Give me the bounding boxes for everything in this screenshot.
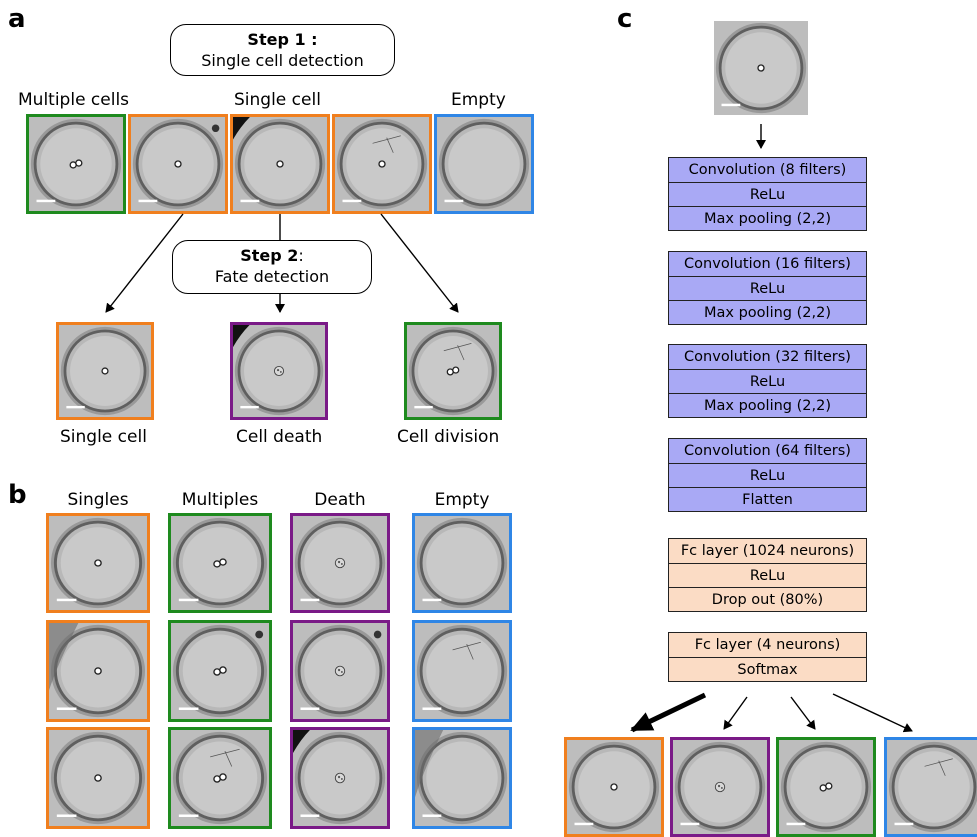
dropout-layer: Drop out (80%) xyxy=(669,587,866,611)
thumb-b-singles-1 xyxy=(46,513,150,613)
conv-block-4: Convolution (64 filters) ReLu Flatten xyxy=(668,438,867,512)
thumb-b-empty-2 xyxy=(412,620,512,722)
col-label-singles: Singles xyxy=(67,490,129,510)
conv-layer-3: Convolution (32 filters) xyxy=(684,349,851,365)
relu-layer-2: ReLu xyxy=(669,276,866,300)
col-label-empty: Empty xyxy=(434,490,490,510)
label-outcome-single: Single cell xyxy=(60,427,147,447)
fc-block-2: Fc layer (4 neurons) Softmax xyxy=(668,632,867,682)
fc-layer-1024: Fc layer (1024 neurons) xyxy=(680,543,855,559)
conv-layer-1: Convolution (8 filters) xyxy=(688,162,847,178)
arrow-output-death xyxy=(723,696,748,730)
thumb-b-death-1 xyxy=(290,513,390,613)
thumb-b-multiples-3 xyxy=(168,727,272,829)
step1-box: Step 1 : Single cell detection xyxy=(170,24,395,76)
label-outcome-division: Cell division xyxy=(397,427,500,447)
label-single-cell-group: Single cell xyxy=(234,90,321,110)
conv-block-2: Convolution (16 filters) ReLu Max poolin… xyxy=(668,251,867,325)
step2-title: Step 2 xyxy=(240,246,299,265)
pool-layer-3: Max pooling (2,2) xyxy=(669,393,866,417)
label-multiple-cells: Multiple cells xyxy=(18,90,130,110)
thumb-c-output-death xyxy=(670,737,770,837)
step1-title: Step 1 : xyxy=(247,30,318,49)
thumb-b-singles-2 xyxy=(46,620,150,722)
pool-layer-1: Max pooling (2,2) xyxy=(669,206,866,230)
conv-layer-4: Convolution (64 filters) xyxy=(684,443,851,459)
arrow-output-single xyxy=(630,692,707,733)
thumb-b-singles-3 xyxy=(46,727,150,829)
conv-block-1: Convolution (8 filters) ReLu Max pooling… xyxy=(668,157,867,231)
label-empty-group: Empty xyxy=(451,90,506,110)
panel-label-c: c xyxy=(617,4,633,34)
relu-layer-fc: ReLu xyxy=(669,563,866,587)
pool-layer-2: Max pooling (2,2) xyxy=(669,300,866,324)
relu-layer-3: ReLu xyxy=(669,369,866,393)
thumb-b-death-3 xyxy=(290,727,390,829)
panel-label-b: b xyxy=(8,480,27,510)
thumb-b-empty-3 xyxy=(412,727,512,829)
thumb-b-multiples-2 xyxy=(168,620,272,722)
col-label-multiples: Multiples xyxy=(181,490,259,510)
step1-text: Single cell detection xyxy=(201,51,364,70)
thumb-b-death-2 xyxy=(290,620,390,722)
thumb-b-multiples-1 xyxy=(168,513,272,613)
col-label-death: Death xyxy=(314,490,366,510)
thumb-a-outcome-death xyxy=(230,322,328,420)
thumb-a-single-3 xyxy=(332,114,432,214)
thumb-c-output-multiple xyxy=(776,737,876,837)
thumb-a-outcome-single xyxy=(56,322,154,420)
conv-layer-2: Convolution (16 filters) xyxy=(684,256,851,272)
thumb-c-output-empty xyxy=(884,737,977,837)
step2-text: Fate detection xyxy=(214,267,330,286)
panel-label-a: a xyxy=(8,4,26,34)
thumb-a-empty xyxy=(434,114,534,214)
relu-layer-1: ReLu xyxy=(669,182,866,206)
flatten-layer: Flatten xyxy=(669,487,866,511)
thumb-c-output-single xyxy=(564,737,664,837)
arrow-to-division-outcome xyxy=(380,213,459,313)
thumb-a-multiple xyxy=(26,114,126,214)
softmax-layer: Softmax xyxy=(669,657,866,681)
thumb-a-outcome-division xyxy=(404,322,502,420)
fc-layer-4: Fc layer (4 neurons) xyxy=(694,637,841,653)
step2-box: Step 2: Fate detection xyxy=(172,240,372,294)
thumb-c-input xyxy=(711,18,811,118)
label-outcome-death: Cell death xyxy=(236,427,323,447)
fc-block-1: Fc layer (1024 neurons) ReLu Drop out (8… xyxy=(668,538,867,612)
arrow-output-empty xyxy=(832,693,913,733)
thumb-a-single-1 xyxy=(128,114,228,214)
relu-layer-4: ReLu xyxy=(669,463,866,487)
thumb-b-empty-1 xyxy=(412,513,512,613)
conv-block-3: Convolution (32 filters) ReLu Max poolin… xyxy=(668,344,867,418)
arrow-output-multiple xyxy=(790,696,816,730)
step2-colon: : xyxy=(298,246,304,265)
thumb-a-single-2 xyxy=(230,114,330,214)
